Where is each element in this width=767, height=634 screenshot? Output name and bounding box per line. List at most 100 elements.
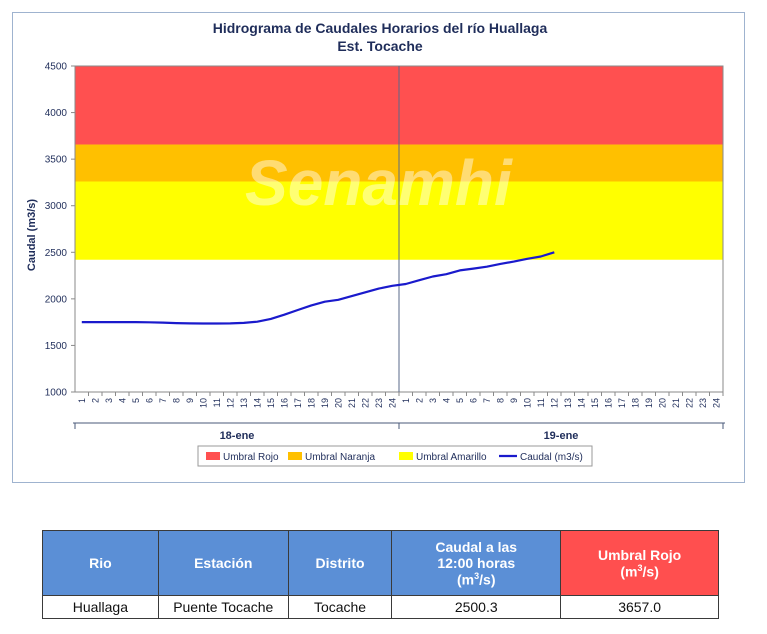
x-tick-label: 18 — [630, 398, 640, 408]
day-labels: 18-ene 19-ene — [73, 422, 725, 442]
station-info-table: Rio Estación Distrito Caudal a las 12:00… — [42, 530, 719, 619]
y-tick-label: 3000 — [45, 201, 68, 212]
legend-label: Caudal (m3/s) — [520, 452, 583, 463]
chart-frame: Senamhi Hidrograma de Caudales Horarios … — [12, 12, 745, 483]
x-tick-label: 14 — [252, 398, 262, 408]
cell-caudal: 2500.3 — [391, 595, 562, 619]
cell-distrito: Tocache — [287, 595, 393, 619]
y-tick-label: 3500 — [45, 155, 68, 166]
x-tick-label: 6 — [468, 398, 478, 403]
legend: Umbral Rojo Umbral Naranja Umbral Amarillo… — [197, 445, 593, 467]
header-caudal-line1: Caudal a las — [435, 538, 518, 555]
y-tick-label: 4500 — [45, 62, 68, 73]
cell-estacion: Puente Tocache — [157, 595, 289, 619]
legend-swatch — [399, 452, 413, 460]
x-tick-label: 20 — [657, 398, 667, 408]
x-tick-label: 8 — [495, 398, 505, 403]
header-caudal-unit-post: /s) — [479, 571, 496, 588]
legend-box — [197, 445, 593, 467]
x-tick-label: 7 — [482, 398, 492, 403]
x-tick-label: 9 — [185, 398, 195, 403]
x-tick-label: 18 — [306, 398, 316, 408]
x-tick-label: 19 — [320, 398, 330, 408]
x-tick-label: 11 — [536, 398, 546, 407]
legend-label: Umbral Amarillo — [416, 452, 487, 463]
x-tick-label: 17 — [293, 398, 303, 408]
table-header-row: Rio Estación Distrito Caudal a las 12:00… — [42, 530, 719, 596]
watermark-text: Senamhi — [245, 147, 513, 219]
x-tick-label: 7 — [158, 398, 168, 403]
x-tick-label: 3 — [428, 398, 438, 403]
y-tick-label: 2500 — [45, 248, 68, 259]
x-tick-label: 22 — [684, 398, 694, 408]
x-tick-label: 5 — [455, 398, 465, 403]
x-tick-label: 3 — [104, 398, 114, 403]
cell-umbral: 3657.0 — [560, 595, 719, 619]
x-tick-label: 12 — [225, 398, 235, 408]
header-caudal: Caudal a las 12:00 horas (m3/s) — [391, 530, 562, 596]
header-umbral-unit-sup: 3 — [637, 562, 643, 573]
header-distrito: Distrito — [287, 530, 393, 596]
header-caudal-unit-pre: (m — [457, 571, 475, 588]
y-tick-label: 1500 — [45, 341, 68, 352]
y-tick-label: 4000 — [45, 108, 68, 119]
series-line-caudal — [81, 251, 555, 325]
legend-swatch — [206, 452, 220, 460]
y-tick-label: 2000 — [45, 294, 68, 305]
header-rio: Rio — [42, 530, 159, 596]
chart-subtitle: Est. Tocache — [337, 38, 423, 54]
x-tick-labels: 1 2 3 4 5 6 7 8 9 10 11 12 13 14 15 16 17 18 19 20 21 22 23 24 1… — [77, 392, 724, 408]
x-tick-label: 16 — [603, 398, 613, 408]
header-umbral-unit-pre: (m — [620, 563, 638, 580]
day-label: 18-ene — [220, 430, 255, 442]
cell-rio: Huallaga — [42, 595, 159, 619]
x-tick-label: 13 — [239, 398, 249, 408]
header-umbral-unit-post: /s) — [642, 563, 659, 580]
legend-swatch — [288, 452, 302, 460]
x-tick-label: 13 — [563, 398, 573, 408]
y-tick-labels: 1000 1500 2000 2500 3000 3500 4000 4500 — [45, 62, 75, 399]
day-label: 19-ene — [544, 430, 579, 442]
legend-label: Umbral Rojo — [223, 452, 279, 463]
x-tick-label: 19 — [644, 398, 654, 408]
y-tick-label: 1000 — [45, 388, 68, 399]
chart-title: Hidrograma de Caudales Horarios del río … — [213, 20, 548, 36]
x-tick-label: 8 — [171, 398, 181, 403]
x-tick-label: 22 — [360, 398, 370, 408]
header-caudal-unit-sup: 3 — [474, 570, 480, 581]
x-tick-label: 20 — [333, 398, 343, 408]
x-tick-label: 11 — [212, 398, 222, 407]
x-tick-label: 23 — [374, 398, 384, 408]
x-tick-label: 9 — [509, 398, 519, 403]
x-tick-label: 5 — [131, 398, 141, 403]
header-caudal-line2: 12:00 horas — [437, 554, 516, 571]
x-tick-label: 24 — [711, 398, 721, 408]
x-tick-label: 1 — [401, 398, 411, 403]
x-tick-label: 10 — [198, 398, 208, 408]
legend-label: Umbral Naranja — [305, 452, 375, 463]
table-row: Huallaga Puente Tocache Tocache 2500.3 3… — [42, 595, 719, 619]
x-tick-label: 2 — [414, 398, 424, 403]
x-tick-label: 24 — [387, 398, 397, 408]
x-tick-label: 21 — [347, 398, 357, 408]
header-umbral: Umbral Rojo (m3/s) — [560, 530, 719, 596]
x-tick-label: 15 — [266, 398, 276, 408]
series-layer — [81, 251, 555, 325]
x-tick-label: 23 — [698, 398, 708, 408]
x-tick-label: 6 — [144, 398, 154, 403]
x-tick-label: 16 — [279, 398, 289, 408]
header-umbral-line1: Umbral Rojo — [598, 546, 682, 563]
y-axis-label: Caudal (m3/s) — [26, 199, 38, 271]
x-tick-label: 4 — [117, 398, 127, 403]
header-estacion: Estación — [157, 530, 289, 596]
hydrograph-chart: Senamhi Hidrograma de Caudales Horarios … — [26, 20, 725, 467]
x-tick-label: 17 — [617, 398, 627, 408]
x-tick-label: 10 — [522, 398, 532, 408]
x-tick-label: 2 — [90, 398, 100, 403]
x-tick-label: 12 — [549, 398, 559, 408]
x-tick-label: 15 — [590, 398, 600, 408]
x-tick-label: 21 — [671, 398, 681, 408]
x-tick-label: 4 — [441, 398, 451, 403]
x-tick-label: 14 — [576, 398, 586, 408]
x-tick-label: 1 — [77, 398, 87, 403]
